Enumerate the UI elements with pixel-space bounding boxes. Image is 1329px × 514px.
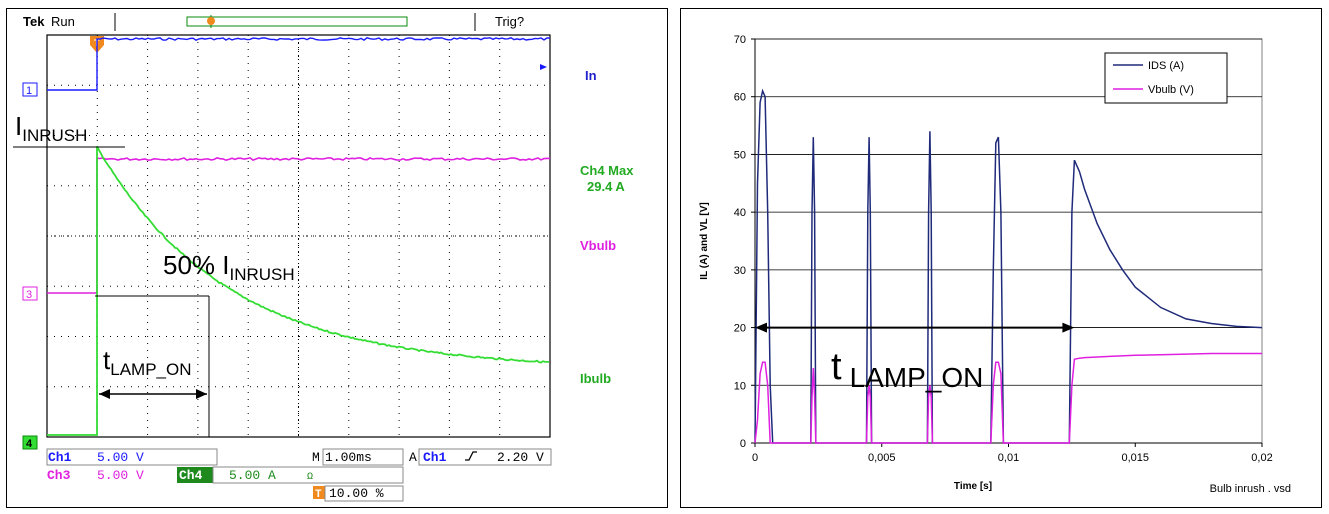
- oscilloscope-panel: Tek Run Trig? T 1 3 4: [6, 8, 668, 508]
- y-tick-label: 0: [740, 438, 746, 450]
- ch4-ground-marker: 4: [22, 435, 38, 450]
- scope-brand: Tek: [23, 14, 45, 29]
- chart-footnote: Bulb inrush . vsd: [1210, 483, 1291, 495]
- label-ch4-max: Ch4 Max: [580, 163, 634, 178]
- y-tick-label: 10: [734, 380, 746, 392]
- ch1-readout-value: 5.00 V: [97, 450, 144, 465]
- x-tick-label: 0,01: [998, 452, 1019, 464]
- legend-label-ids: IDS (A): [1148, 60, 1184, 72]
- series-line-vbulb: [754, 352, 1262, 444]
- arrow-right-icon: [196, 389, 207, 399]
- ch3-ground-marker: 3: [22, 286, 38, 301]
- trigger-position-badge-label: T: [315, 489, 322, 501]
- svg-text:1: 1: [26, 85, 32, 97]
- scope-run-status: Run: [51, 14, 75, 29]
- graticule-grid: [47, 35, 550, 437]
- ch4-readout-value: 5.00 A: [229, 468, 276, 483]
- inrush-chart-panel: 0 10 20 30 40 50 60 70 0 0,005 0,01 0,015 0,02 t LAM…: [680, 8, 1322, 508]
- rising-edge-icon: [465, 451, 477, 461]
- trigger-channel: Ch1: [423, 450, 447, 465]
- oscilloscope-screen: Tek Run Trig? T 1 3 4: [13, 13, 634, 502]
- timebase-prefix: M: [312, 450, 320, 465]
- ch4-readout-box: [212, 466, 404, 484]
- label-vbulb: Vbulb: [580, 238, 616, 253]
- record-position-bar: [186, 16, 408, 27]
- trigger-position-value: 10.00 %: [329, 486, 384, 501]
- t-lamp-on-chart-label: t LAMP_ON: [831, 346, 983, 393]
- arrow-left-icon: [99, 389, 110, 399]
- y-tick-label: 70: [734, 34, 746, 46]
- arrow-right-icon: [1062, 322, 1075, 333]
- label-in: In: [585, 68, 597, 83]
- x-tick-label: 0,02: [1251, 452, 1272, 464]
- ch1-ground-marker: 1: [22, 82, 38, 97]
- trigger-readout-box: [418, 448, 552, 466]
- scope-trigger-status: Trig?: [495, 14, 524, 29]
- ch4-readout-badge: [177, 467, 213, 483]
- t-lamp-on-label: tLAMP_ON: [103, 345, 191, 379]
- label-ibulb: Ibulb: [580, 371, 611, 386]
- svg-text:3: 3: [26, 289, 32, 301]
- timebase-value: 1.00ms: [325, 450, 372, 465]
- ch1-trace: [47, 37, 550, 91]
- ch1-readout-label: Ch1: [48, 450, 72, 465]
- y-tick-label: 30: [734, 265, 746, 277]
- trigger-mode: A: [409, 450, 417, 465]
- trigger-position-box: [324, 485, 404, 502]
- chart-legend: IDS (A) Vbulb (V): [1104, 52, 1228, 104]
- trigger-position-badge-icon: [313, 486, 325, 499]
- trigger-level-arrow-icon: [540, 64, 547, 70]
- t-lamp-on-annotation: t LAMP_ON: [755, 322, 1075, 393]
- x-tick-label: 0: [752, 452, 758, 464]
- svg-text:4: 4: [26, 438, 33, 450]
- x-axis-ticks: 0 0,005 0,01 0,015 0,02: [752, 443, 1273, 464]
- ch3-readout-value: 5.00 V: [97, 468, 144, 483]
- fifty-percent-label: 50% IINRUSH: [163, 250, 295, 284]
- ch4-coupling-icon: Ω: [307, 472, 313, 483]
- ch4-readout-label: Ch4: [179, 468, 203, 483]
- inrush-chart: 0 10 20 30 40 50 60 70 0 0,005 0,01 0,015 0,02 t LAM…: [699, 34, 1291, 495]
- y-axis-label: IL (A) and VL [V]: [699, 202, 710, 279]
- x-tick-label: 0,015: [1121, 452, 1149, 464]
- y-tick-label: 60: [734, 92, 746, 104]
- label-ch4-max-value: 29.4 A: [587, 179, 625, 194]
- y-tick-label: 40: [734, 207, 746, 219]
- ch1-readout-box: [46, 448, 218, 466]
- plot-area: [754, 38, 1263, 444]
- ch3-trace: [47, 157, 550, 294]
- ch4-trace: [47, 145, 549, 436]
- ch3-readout-label: Ch3: [47, 468, 71, 483]
- y-tick-label: 20: [734, 323, 746, 335]
- y-tick-label: 50: [734, 149, 746, 161]
- trigger-level: 2.20 V: [497, 450, 544, 465]
- trigger-position-icon: [207, 17, 215, 25]
- timebase-box: [322, 448, 404, 466]
- series-lines: [754, 88, 1263, 444]
- legend-box: [1104, 52, 1228, 104]
- legend-label-vbulb: Vbulb (V): [1148, 84, 1194, 96]
- arrow-left-icon: [755, 322, 767, 333]
- x-axis-label: Time [s]: [954, 481, 992, 492]
- x-tick-label: 0,005: [868, 452, 896, 464]
- i-inrush-label: IINRUSH: [15, 111, 87, 145]
